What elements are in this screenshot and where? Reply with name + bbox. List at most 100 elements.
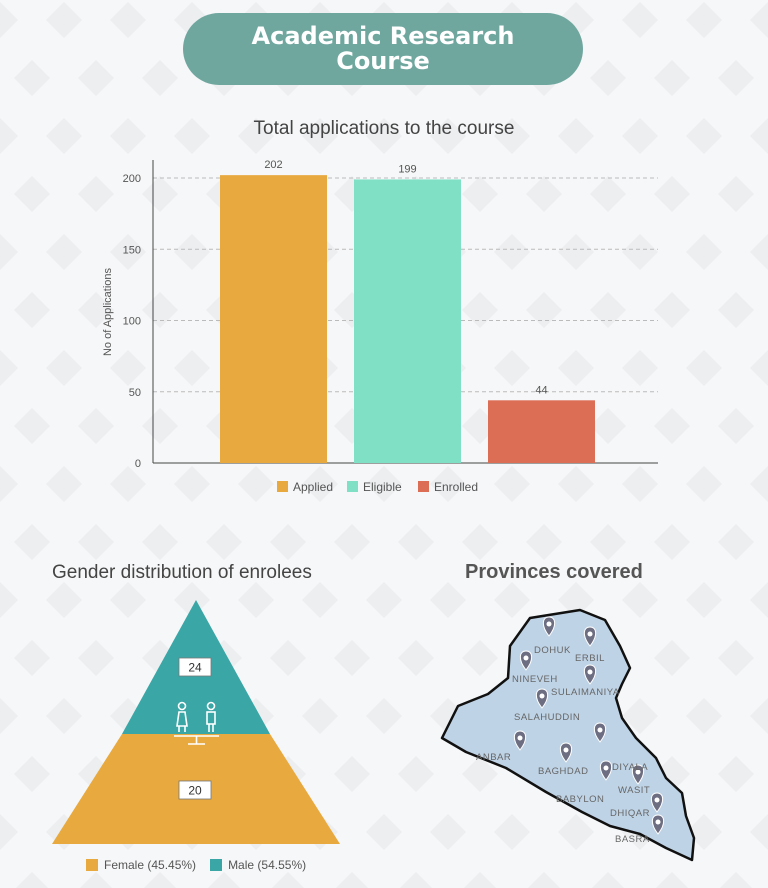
map-pin-icon <box>513 730 527 751</box>
bg-diamond <box>686 698 722 734</box>
bg-diamond <box>302 698 338 734</box>
bg-diamond <box>0 350 18 386</box>
map-pin-icon <box>650 792 664 813</box>
bg-diamond <box>592 872 624 888</box>
bg-diamond <box>558 582 594 618</box>
bg-diamond <box>174 118 210 154</box>
bg-diamond <box>494 118 530 154</box>
bg-diamond <box>494 814 530 850</box>
map-pin-icon <box>593 722 607 743</box>
bar-enrolled <box>488 400 595 463</box>
bg-diamond <box>142 60 178 96</box>
bg-diamond <box>110 118 146 154</box>
legend-swatch-female <box>86 859 98 871</box>
bg-diamond <box>272 872 304 888</box>
bg-diamond <box>46 2 82 38</box>
bg-diamond <box>398 756 434 792</box>
bg-diamond <box>46 118 82 154</box>
province-label: BAGHDAD <box>538 766 588 777</box>
legend-percent-male: (54.55%) <box>257 858 307 872</box>
bg-diamond <box>110 234 146 270</box>
bg-diamond <box>750 698 768 734</box>
map-pin-icon <box>559 742 573 763</box>
bg-diamond <box>622 582 658 618</box>
bg-diamond <box>686 234 722 270</box>
bg-diamond <box>750 466 768 502</box>
bg-diamond <box>750 2 768 38</box>
bg-diamond <box>528 872 560 888</box>
bg-diamond <box>302 118 338 154</box>
gender-chart-title: Gender distribution of enrolees <box>52 562 312 583</box>
bar-value-label: 199 <box>398 163 416 175</box>
province-label: SULAIMANIYA <box>551 687 620 698</box>
province-label: ANBAR <box>476 752 511 763</box>
bg-diamond <box>400 872 432 888</box>
bg-diamond <box>718 640 754 676</box>
bg-diamond <box>334 640 370 676</box>
bar-eligible <box>354 179 461 464</box>
bg-diamond <box>78 408 114 444</box>
bg-diamond <box>590 176 626 212</box>
bg-diamond <box>462 756 498 792</box>
bg-diamond <box>558 466 594 502</box>
bg-diamond <box>78 292 114 328</box>
bg-diamond <box>78 176 114 212</box>
bg-diamond <box>14 756 50 792</box>
province-label: NINEVEH <box>512 674 558 685</box>
bg-diamond <box>464 872 496 888</box>
y-tick-label: 150 <box>123 244 141 256</box>
y-tick-label: 200 <box>123 173 141 185</box>
bg-diamond <box>686 350 722 386</box>
female-value-label: 20 <box>188 784 202 798</box>
bg-diamond <box>590 524 626 560</box>
bg-diamond <box>238 466 274 502</box>
y-tick-label: 100 <box>123 316 141 328</box>
bar-chart: No of Applications 0 50 100 150 200 202 199 44 A… <box>102 159 658 494</box>
bg-diamond <box>270 640 306 676</box>
province-label: DOHUK <box>534 645 571 656</box>
bg-diamond <box>142 176 178 212</box>
province-label: ERBIL <box>575 653 605 664</box>
bg-diamond <box>334 524 370 560</box>
province-label: DIYALA <box>612 762 648 773</box>
gender-legend: Female (45.45%) Male (54.55%) <box>86 858 320 872</box>
bg-diamond <box>718 408 754 444</box>
legend-label-enrolled: Enrolled <box>434 480 478 494</box>
bg-diamond <box>750 814 768 850</box>
legend-swatch-applied <box>277 481 288 492</box>
bg-diamond <box>336 872 368 888</box>
bar-chart-title: Total applications to the course <box>253 118 515 139</box>
bg-diamond <box>686 2 722 38</box>
bg-diamond <box>718 756 754 792</box>
bg-diamond <box>526 176 562 212</box>
bg-diamond <box>720 872 752 888</box>
bar-value-label: 44 <box>535 384 547 396</box>
bg-diamond <box>302 582 338 618</box>
bg-diamond <box>558 234 594 270</box>
bg-diamond <box>14 60 50 96</box>
bg-diamond <box>686 814 722 850</box>
legend-label-female: Female <box>104 858 145 872</box>
bg-diamond <box>46 350 82 386</box>
y-axis-label: No of Applications <box>102 267 114 356</box>
male-value-box <box>178 657 212 677</box>
bg-diamond <box>302 466 338 502</box>
page-title: Academic Research Course <box>251 22 515 75</box>
province-label: SALAHUDDIN <box>514 712 580 723</box>
bg-diamond <box>462 524 498 560</box>
bar-applied <box>220 175 327 463</box>
map-pin-icon <box>519 650 533 671</box>
bg-diamond <box>16 872 48 888</box>
bg-diamond <box>718 60 754 96</box>
bg-diamond <box>366 466 402 502</box>
legend-swatch-eligible <box>347 481 358 492</box>
map-pin-icon <box>651 814 665 835</box>
bg-diamond <box>686 582 722 618</box>
legend-item-male: Male (54.55%) <box>210 858 306 872</box>
bg-diamond <box>14 176 50 212</box>
bg-diamond <box>78 60 114 96</box>
bg-diamond <box>366 814 402 850</box>
bg-diamond <box>590 408 626 444</box>
legend-item-female: Female (45.45%) <box>86 858 196 872</box>
bg-diamond <box>494 350 530 386</box>
